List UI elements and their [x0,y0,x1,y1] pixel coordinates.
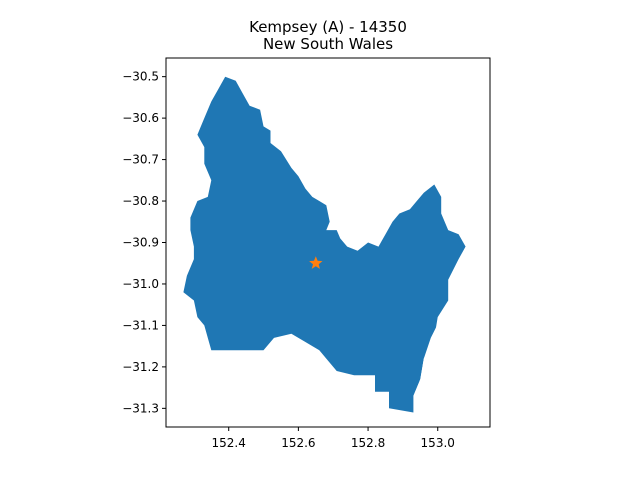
y-tick-label: −30.7 [122,153,159,167]
x-tick-label: 153.0 [421,436,455,450]
map-title-line1: Kempsey (A) - 14350 [249,18,407,36]
y-tick-label: −31.0 [122,277,159,291]
x-tick-label: 152.8 [351,436,385,450]
y-tick-label: −31.1 [122,318,159,332]
x-axis: 152.4 152.6 152.8 153.0 [212,427,455,450]
map-title-line2: New South Wales [263,35,393,53]
region-polygon [183,76,466,413]
y-tick-label: −31.2 [122,360,159,374]
x-tick-label: 152.4 [212,436,246,450]
southern-inlet [413,317,445,396]
plot-area [183,76,473,413]
star-icon [309,256,323,269]
y-axis: −30.5 −30.6 −30.7 −30.8 −30.9 −31.0 −31.1 −31.2… [122,70,166,415]
y-tick-label: −30.8 [122,194,159,208]
y-tick-label: −30.6 [122,111,159,125]
y-tick-label: −31.3 [122,401,159,415]
x-tick-label: 152.6 [281,436,315,450]
coastal-inlet [451,246,473,305]
y-tick-label: −30.5 [122,70,159,84]
y-tick-label: −30.9 [122,236,159,250]
